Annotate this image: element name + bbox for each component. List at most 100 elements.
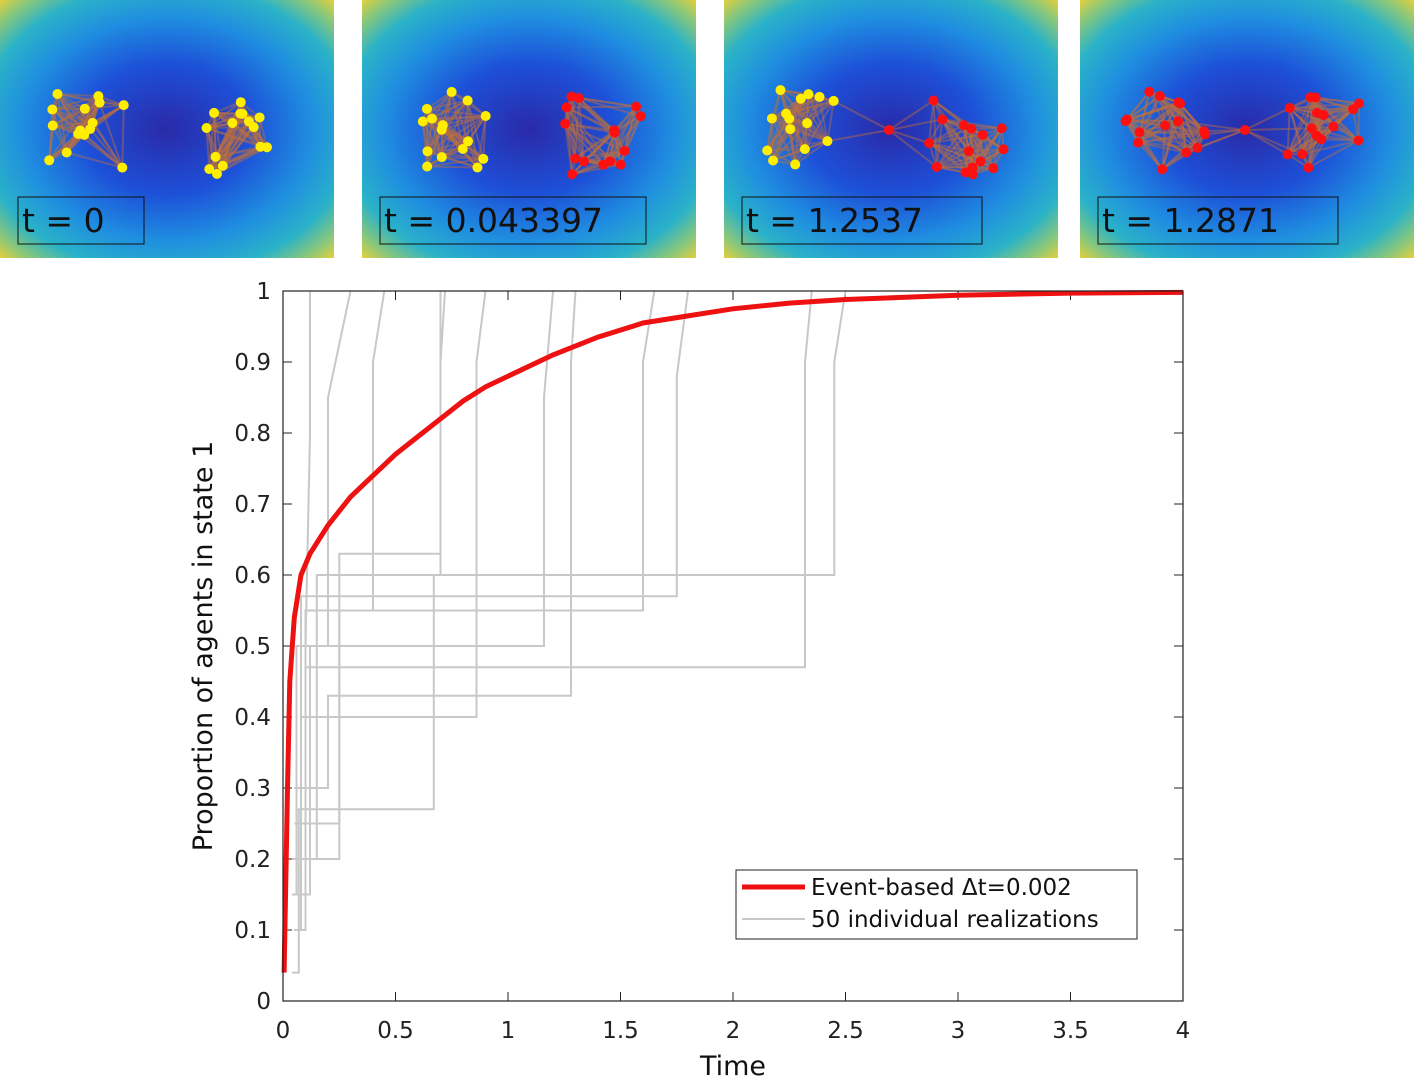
agent bbox=[822, 136, 832, 146]
agent bbox=[966, 124, 976, 134]
agent bbox=[209, 108, 219, 118]
agent bbox=[85, 124, 95, 134]
agent bbox=[249, 122, 259, 132]
x-tick-label: 2 bbox=[726, 1018, 741, 1044]
agent bbox=[447, 87, 457, 97]
agent bbox=[1173, 116, 1183, 126]
agent bbox=[815, 92, 825, 102]
agent bbox=[1354, 98, 1364, 108]
agent bbox=[236, 97, 246, 107]
agent bbox=[44, 155, 54, 165]
time-label: t = 1.2871 bbox=[1102, 201, 1279, 240]
agent bbox=[978, 130, 988, 140]
agent bbox=[932, 162, 942, 172]
y-tick-label: 0.5 bbox=[234, 634, 271, 660]
x-tick-label: 2.5 bbox=[827, 1018, 864, 1044]
x-axis-label: Time bbox=[699, 1051, 766, 1079]
agent bbox=[238, 109, 248, 119]
y-tick-label: 0.8 bbox=[234, 421, 271, 447]
agent bbox=[1316, 134, 1326, 144]
agent bbox=[255, 142, 265, 152]
edge bbox=[1204, 130, 1245, 131]
agent bbox=[1160, 121, 1170, 131]
x-tick-label: 3 bbox=[951, 1018, 966, 1044]
y-tick-label: 1 bbox=[256, 279, 271, 305]
agent bbox=[73, 129, 83, 139]
agent bbox=[937, 114, 947, 124]
agent bbox=[802, 118, 812, 128]
y-tick-label: 0.3 bbox=[234, 776, 271, 802]
agent bbox=[48, 121, 58, 131]
y-tick-label: 0.4 bbox=[234, 705, 271, 731]
agent bbox=[1175, 98, 1185, 108]
agent bbox=[560, 119, 570, 129]
agent bbox=[422, 104, 432, 114]
y-tick-label: 0.2 bbox=[234, 847, 271, 873]
agent bbox=[1193, 143, 1203, 153]
agent bbox=[964, 146, 974, 156]
panel: t = 0.043397 bbox=[362, 0, 696, 258]
agent bbox=[80, 104, 90, 114]
agent bbox=[418, 116, 428, 126]
agent bbox=[62, 148, 72, 158]
agent bbox=[785, 124, 795, 134]
panel: t = 0 bbox=[0, 0, 334, 258]
agent bbox=[1199, 126, 1209, 136]
y-axis-label: Proportion of agents in state 1 bbox=[188, 441, 219, 852]
agent bbox=[1283, 149, 1293, 159]
y-tick-label: 0.7 bbox=[234, 492, 271, 518]
agent bbox=[570, 153, 580, 163]
agent bbox=[119, 100, 129, 110]
edge bbox=[1321, 139, 1358, 140]
agent bbox=[566, 92, 576, 102]
agent bbox=[1240, 125, 1250, 135]
agent bbox=[620, 146, 630, 156]
agent bbox=[567, 169, 577, 179]
agent bbox=[437, 152, 447, 162]
agent bbox=[631, 102, 641, 112]
agent bbox=[211, 152, 221, 162]
agent bbox=[202, 123, 212, 133]
agent bbox=[1303, 163, 1313, 173]
agent bbox=[1285, 103, 1295, 113]
agent bbox=[1312, 108, 1322, 118]
agent bbox=[427, 114, 437, 124]
agent bbox=[218, 161, 228, 171]
y-tick-label: 0.9 bbox=[234, 350, 271, 376]
agent bbox=[52, 89, 62, 99]
agent bbox=[47, 105, 57, 115]
agent bbox=[227, 118, 237, 128]
agent bbox=[997, 123, 1007, 133]
agent bbox=[579, 156, 589, 166]
agent bbox=[929, 95, 939, 105]
x-tick-label: 1.5 bbox=[602, 1018, 639, 1044]
agent bbox=[204, 164, 214, 174]
agent bbox=[616, 160, 626, 170]
legend-label: Event-based Δt=0.002 bbox=[811, 875, 1072, 901]
agent bbox=[1155, 91, 1165, 101]
agent bbox=[975, 156, 985, 166]
agent bbox=[636, 111, 646, 121]
agent bbox=[422, 146, 432, 156]
agent bbox=[999, 144, 1009, 154]
agent bbox=[255, 112, 265, 122]
agent bbox=[438, 120, 448, 130]
agent bbox=[422, 162, 432, 172]
agent bbox=[562, 102, 572, 112]
y-tick-label: 0.1 bbox=[234, 918, 271, 944]
agent bbox=[117, 163, 127, 173]
agent bbox=[458, 144, 468, 154]
agent bbox=[767, 113, 777, 123]
agent bbox=[1133, 138, 1143, 148]
edge bbox=[427, 167, 477, 168]
agent bbox=[95, 98, 105, 108]
agent bbox=[988, 163, 998, 173]
agent bbox=[605, 156, 615, 166]
edge bbox=[1359, 103, 1360, 140]
agent bbox=[1311, 93, 1321, 103]
x-tick-label: 0 bbox=[276, 1018, 291, 1044]
agent bbox=[463, 96, 473, 106]
x-tick-label: 3.5 bbox=[1052, 1018, 1089, 1044]
agent bbox=[762, 146, 772, 156]
